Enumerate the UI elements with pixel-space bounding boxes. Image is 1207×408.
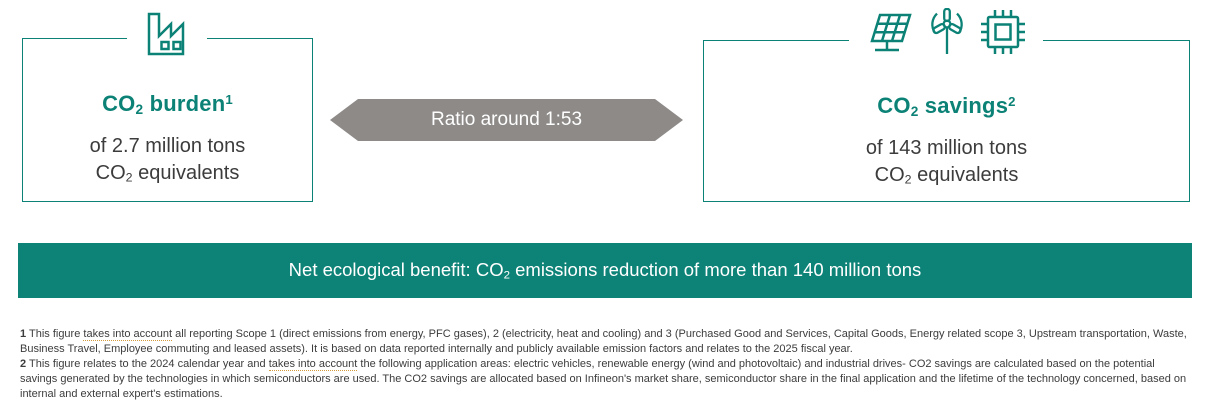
ratio-label: Ratio around 1:53 — [430, 109, 583, 130]
footnote-2-marker: 2 — [20, 358, 27, 370]
factory-icon — [143, 10, 191, 56]
co2-savings-title-base: CO — [877, 93, 911, 118]
co2-subscript: 2 — [904, 172, 912, 187]
chip-icon — [979, 8, 1027, 56]
co2-subscript: 2 — [125, 170, 133, 185]
footnote-ref-2: 2 — [1008, 93, 1016, 109]
co2-savings-title: CO2 savings2 — [704, 93, 1189, 119]
co2-burden-amount: of 2.7 million tons CO2 equivalents — [23, 133, 312, 192]
ratio-arrow — [330, 99, 683, 141]
footnote-1: 1 This figure takes into account all rep… — [20, 328, 1187, 355]
footnotes: 1 This figure takes into account all rep… — [20, 327, 1192, 402]
burden-amount-line1: of 2.7 million tons — [89, 135, 246, 157]
co2-subscript: 2 — [910, 104, 919, 119]
savings-amount-line1: of 143 million tons — [865, 137, 1028, 159]
footnote-2-underlined-phrase: takes into account — [268, 358, 358, 371]
footnote-2: 2 This figure relates to the 2024 calend… — [20, 358, 1187, 400]
co2-burden-title: CO2 burden1 — [23, 91, 312, 117]
footnote-ref-1: 1 — [225, 91, 233, 107]
net-benefit-banner: Net ecological benefit: CO2 emissions re… — [18, 243, 1192, 298]
net-benefit-text: Net ecological benefit: CO2 emissions re… — [288, 259, 922, 282]
co2-savings-title-rest: savings — [918, 93, 1009, 118]
solar-panel-icon — [865, 8, 915, 56]
burden-amount-line2: CO2 equivalents — [95, 162, 240, 185]
co2-subscript: 2 — [135, 102, 144, 117]
footnote-1-marker: 1 — [20, 328, 27, 340]
co2-burden-title-rest: burden — [143, 91, 226, 116]
co2-savings-box: CO2 savings2 of 143 million tons CO2 equ… — [703, 40, 1190, 202]
savings-amount-line2: CO2 equivalents — [874, 164, 1019, 187]
burden-box-icon-holder — [127, 10, 207, 56]
co2-burden-title-base: CO — [102, 91, 136, 116]
co2-savings-amount: of 143 million tons CO2 equivalents — [704, 135, 1189, 194]
co2-burden-box: CO2 burden1 of 2.7 million tons CO2 equi… — [22, 38, 313, 202]
wind-turbine-icon — [929, 8, 965, 56]
co2-subscript: 2 — [503, 269, 510, 282]
footnote-1-underlined-phrase: takes into account — [83, 328, 173, 341]
savings-box-icon-holder — [849, 8, 1043, 56]
